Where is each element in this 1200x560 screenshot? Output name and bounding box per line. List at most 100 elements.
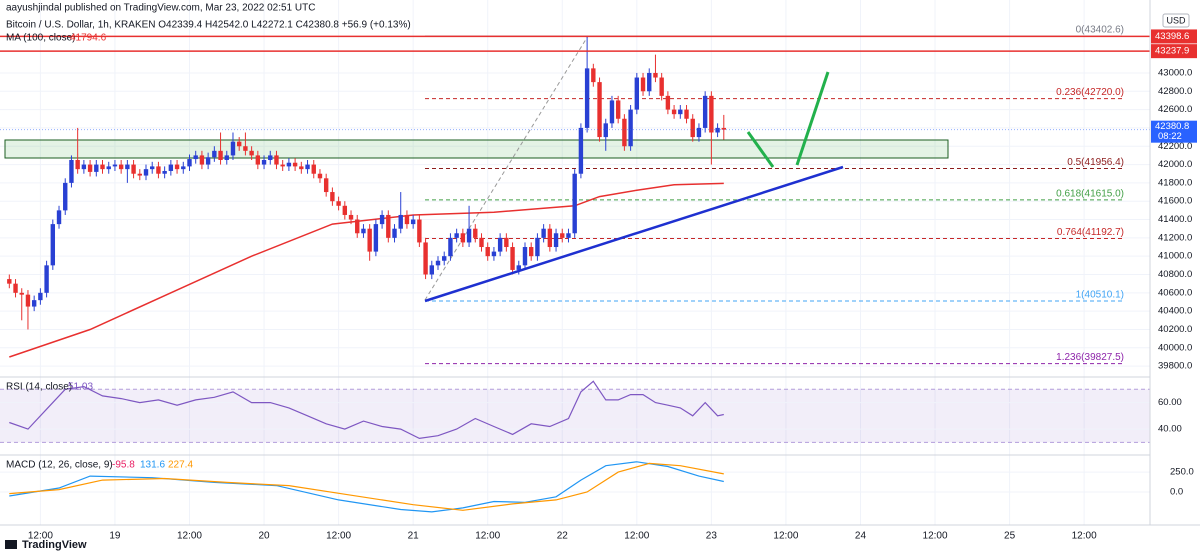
candle-body — [665, 95, 671, 110]
candle-body — [255, 155, 261, 165]
candle-body — [94, 164, 99, 172]
candle-body — [609, 100, 615, 124]
y-tick-label: 41400.0 — [1158, 214, 1192, 225]
macd-line — [9, 461, 724, 513]
candle-body — [323, 178, 329, 193]
candle-body — [249, 150, 254, 156]
candle-body — [274, 155, 279, 165]
candle-body — [305, 164, 310, 170]
macd-value: 131.6 — [140, 460, 165, 471]
price-box — [1151, 44, 1197, 59]
rsi-line — [9, 380, 724, 440]
candle-body — [497, 237, 503, 252]
y-tick-label: 40800.0 — [1158, 269, 1192, 280]
candle-body — [541, 228, 546, 238]
candle-body — [491, 251, 497, 257]
candle-body — [454, 233, 459, 238]
candle-body — [603, 123, 608, 138]
candle-body — [125, 164, 130, 170]
candle-body — [647, 72, 652, 92]
y-tick-label: 40600.0 — [1158, 287, 1192, 298]
candle-body — [261, 159, 267, 165]
candle-body — [212, 150, 217, 158]
candle-body — [516, 265, 521, 270]
candle-body — [224, 155, 229, 160]
ma-label: MA (100, close) — [6, 33, 75, 44]
candle-body — [7, 279, 12, 284]
rsi-tick-label: 40.00 — [1158, 424, 1182, 435]
candle-body — [112, 164, 118, 167]
candle-body — [181, 166, 186, 170]
ma-value: 41794.6 — [70, 33, 107, 44]
candle-body — [38, 292, 43, 301]
price-box-label: 43237.9 — [1155, 46, 1189, 57]
candle-body — [367, 228, 372, 252]
candle-body — [13, 283, 18, 293]
candle-body — [168, 164, 174, 171]
candle-body — [243, 146, 248, 151]
y-tick-label: 41200.0 — [1158, 232, 1192, 243]
candle-body — [709, 95, 714, 133]
x-tick-label: 12:00 — [28, 531, 53, 542]
candle-body — [435, 260, 441, 266]
candle-body — [44, 265, 49, 293]
current-price: 42380.8 — [1155, 121, 1189, 132]
candle-body — [100, 164, 105, 170]
x-tick-label: 12:00 — [624, 531, 649, 542]
candle-body — [69, 159, 74, 183]
plot: 12:00 19 12:00 20 12:00 21 12:00 22 12:00 23 12:00… — [0, 25, 1194, 542]
candle-body — [156, 166, 161, 174]
macd-tick-label: 250.0 — [1170, 467, 1194, 478]
rsi-value: 51.03 — [68, 382, 93, 393]
candle-body — [131, 164, 136, 174]
candle-body — [553, 233, 559, 248]
candle-body — [678, 109, 683, 115]
y-tick-label: 39800.0 — [1158, 361, 1192, 372]
candle-body — [187, 159, 192, 167]
rsi-label: RSI (14, close) — [6, 382, 72, 393]
candle-body — [63, 182, 68, 211]
countdown: 08:22 — [1158, 131, 1182, 142]
candle-body — [547, 228, 553, 248]
candle-body — [150, 166, 155, 170]
signal-value: 227.4 — [168, 460, 193, 471]
candle-body — [336, 201, 341, 206]
candle-body — [137, 173, 142, 176]
candle-body — [56, 210, 62, 225]
candle-body — [19, 292, 24, 295]
fib-label: 1(40510.1) — [1076, 290, 1124, 301]
candle-body — [423, 242, 428, 275]
current-price-box — [1151, 120, 1197, 143]
x-tick-label: 19 — [109, 531, 121, 542]
candle-body — [299, 166, 304, 170]
candle-body — [504, 237, 509, 248]
candle-body — [715, 127, 720, 133]
candle-body — [311, 164, 316, 174]
fib-label: 0.618(41615.0) — [1056, 188, 1124, 199]
candle-body — [622, 118, 627, 147]
candle-body — [330, 192, 335, 202]
candle-body — [615, 100, 621, 119]
path-arrow — [746, 131, 775, 168]
candle-body — [510, 247, 515, 270]
candle-body — [522, 247, 528, 266]
candle-body — [597, 82, 602, 138]
candle-body — [162, 170, 167, 174]
candle-body — [572, 173, 577, 234]
x-tick-label: 12:00 — [475, 531, 500, 542]
candle-body — [628, 109, 633, 147]
moving-average — [9, 182, 724, 358]
candle-body — [317, 173, 323, 179]
y-tick-label: 41800.0 — [1158, 177, 1192, 188]
candle-body — [361, 228, 366, 234]
candle-body — [199, 155, 205, 165]
x-tick-label: 22 — [557, 531, 569, 542]
candle-body — [398, 214, 403, 229]
candle-body — [578, 127, 584, 174]
candle-body — [566, 233, 571, 238]
candle-body — [236, 141, 242, 147]
candle-body — [373, 224, 379, 252]
brand: TradingView — [22, 539, 87, 551]
candle-body — [292, 162, 298, 167]
